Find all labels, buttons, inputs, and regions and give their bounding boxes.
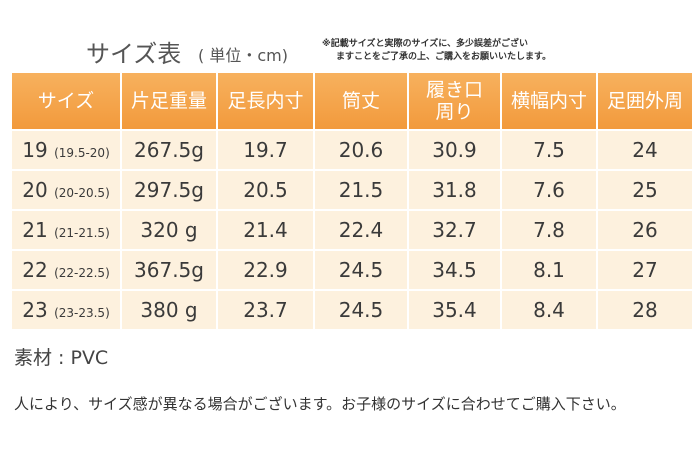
size: 22 xyxy=(22,258,48,282)
table-cell: 367.5g xyxy=(120,249,218,291)
unit: ( 単位・cm) xyxy=(198,46,288,65)
header-cell: 足長内寸 xyxy=(216,71,315,131)
header-line: 周り xyxy=(435,101,474,123)
size-range: (22-22.5) xyxy=(54,266,110,280)
table-cell: 320 g xyxy=(120,209,218,251)
header-cell: 横幅内寸 xyxy=(500,71,598,131)
table-cell: 24.5 xyxy=(313,289,409,331)
header-cell: 履き口 周り xyxy=(407,71,502,131)
table-cell: 20.6 xyxy=(313,129,409,171)
header-line: 履き口 xyxy=(425,79,483,101)
table-cell: 380 g xyxy=(120,289,218,331)
size: 21 xyxy=(22,218,48,242)
table-cell: 20.5 xyxy=(216,169,315,211)
size-table: サイズ 片足重量 足長内寸 筒丈 履き口 周り 横幅内寸 足囲外周 19 (19.5-20) 2… xyxy=(10,71,694,331)
size: 23 xyxy=(22,298,48,322)
table-cell: 25 xyxy=(596,169,694,211)
table-row: 20 (20-20.5) 297.5g 20.5 21.5 31.8 7.6 25 xyxy=(10,169,694,211)
table-cell: 19 (19.5-20) xyxy=(10,129,122,171)
table-cell: 22.4 xyxy=(313,209,409,251)
note-line: ますことをご了承の上、ご購入をお願いいたします。 xyxy=(336,52,552,62)
table-cell: 32.7 xyxy=(407,209,502,251)
table-cell: 7.5 xyxy=(500,129,598,171)
note: ※記載サイズと実際のサイズに、多少誤差がござい ますことをご了承の上、ご購入をお… xyxy=(322,38,551,64)
table-cell: 26 xyxy=(596,209,694,251)
table-cell: 24.5 xyxy=(313,249,409,291)
table-body: 19 (19.5-20) 267.5g 19.7 20.6 30.9 7.5 24 20 (2… xyxy=(10,129,694,331)
table-cell: 34.5 xyxy=(407,249,502,291)
size-range: (19.5-20) xyxy=(54,146,110,160)
header-cell: 足囲外周 xyxy=(596,71,694,131)
size: 19 xyxy=(22,138,48,162)
table-row: 21 (21-21.5) 320 g 21.4 22.4 32.7 7.8 26 xyxy=(10,209,694,251)
table-cell: 21.4 xyxy=(216,209,315,251)
header-cell: サイズ xyxy=(10,71,122,131)
table-row: 22 (22-22.5) 367.5g 22.9 24.5 34.5 8.1 27 xyxy=(10,249,694,291)
table-row: 23 (23-23.5) 380 g 23.7 24.5 35.4 8.4 28 xyxy=(10,289,694,331)
table-cell: 23 (23-23.5) xyxy=(10,289,122,331)
table-cell: 19.7 xyxy=(216,129,315,171)
table-cell: 24 xyxy=(596,129,694,171)
table-cell: 8.4 xyxy=(500,289,598,331)
table-cell: 7.6 xyxy=(500,169,598,211)
table-row: 19 (19.5-20) 267.5g 19.7 20.6 30.9 7.5 24 xyxy=(10,129,694,171)
table-cell: 22 (22-22.5) xyxy=(10,249,122,291)
table-cell: 28 xyxy=(596,289,694,331)
note-line: ※記載サイズと実際のサイズに、多少誤差がござい xyxy=(322,39,528,49)
table-cell: 7.8 xyxy=(500,209,598,251)
size: 20 xyxy=(22,178,48,202)
table-cell: 21.5 xyxy=(313,169,409,211)
table-cell: 27 xyxy=(596,249,694,291)
title: サイズ表 xyxy=(86,40,182,68)
material: 素材 : PVC xyxy=(14,347,109,369)
table-cell: 8.1 xyxy=(500,249,598,291)
footer-note: 人により、サイズ感が異なる場合がございます。お子様のサイズに合わせてご購入下さい… xyxy=(14,395,626,413)
table-cell: 297.5g xyxy=(120,169,218,211)
size-range: (20-20.5) xyxy=(54,186,110,200)
header-cell: 片足重量 xyxy=(120,71,218,131)
table-cell: 22.9 xyxy=(216,249,315,291)
header-row: サイズ 片足重量 足長内寸 筒丈 履き口 周り 横幅内寸 足囲外周 xyxy=(10,71,694,131)
table-cell: 31.8 xyxy=(407,169,502,211)
table-cell: 20 (20-20.5) xyxy=(10,169,122,211)
header-cell: 筒丈 xyxy=(313,71,409,131)
size-range: (23-23.5) xyxy=(54,306,110,320)
table-cell: 21 (21-21.5) xyxy=(10,209,122,251)
table-cell: 30.9 xyxy=(407,129,502,171)
table-cell: 267.5g xyxy=(120,129,218,171)
table-cell: 35.4 xyxy=(407,289,502,331)
size-range: (21-21.5) xyxy=(54,226,110,240)
table-cell: 23.7 xyxy=(216,289,315,331)
